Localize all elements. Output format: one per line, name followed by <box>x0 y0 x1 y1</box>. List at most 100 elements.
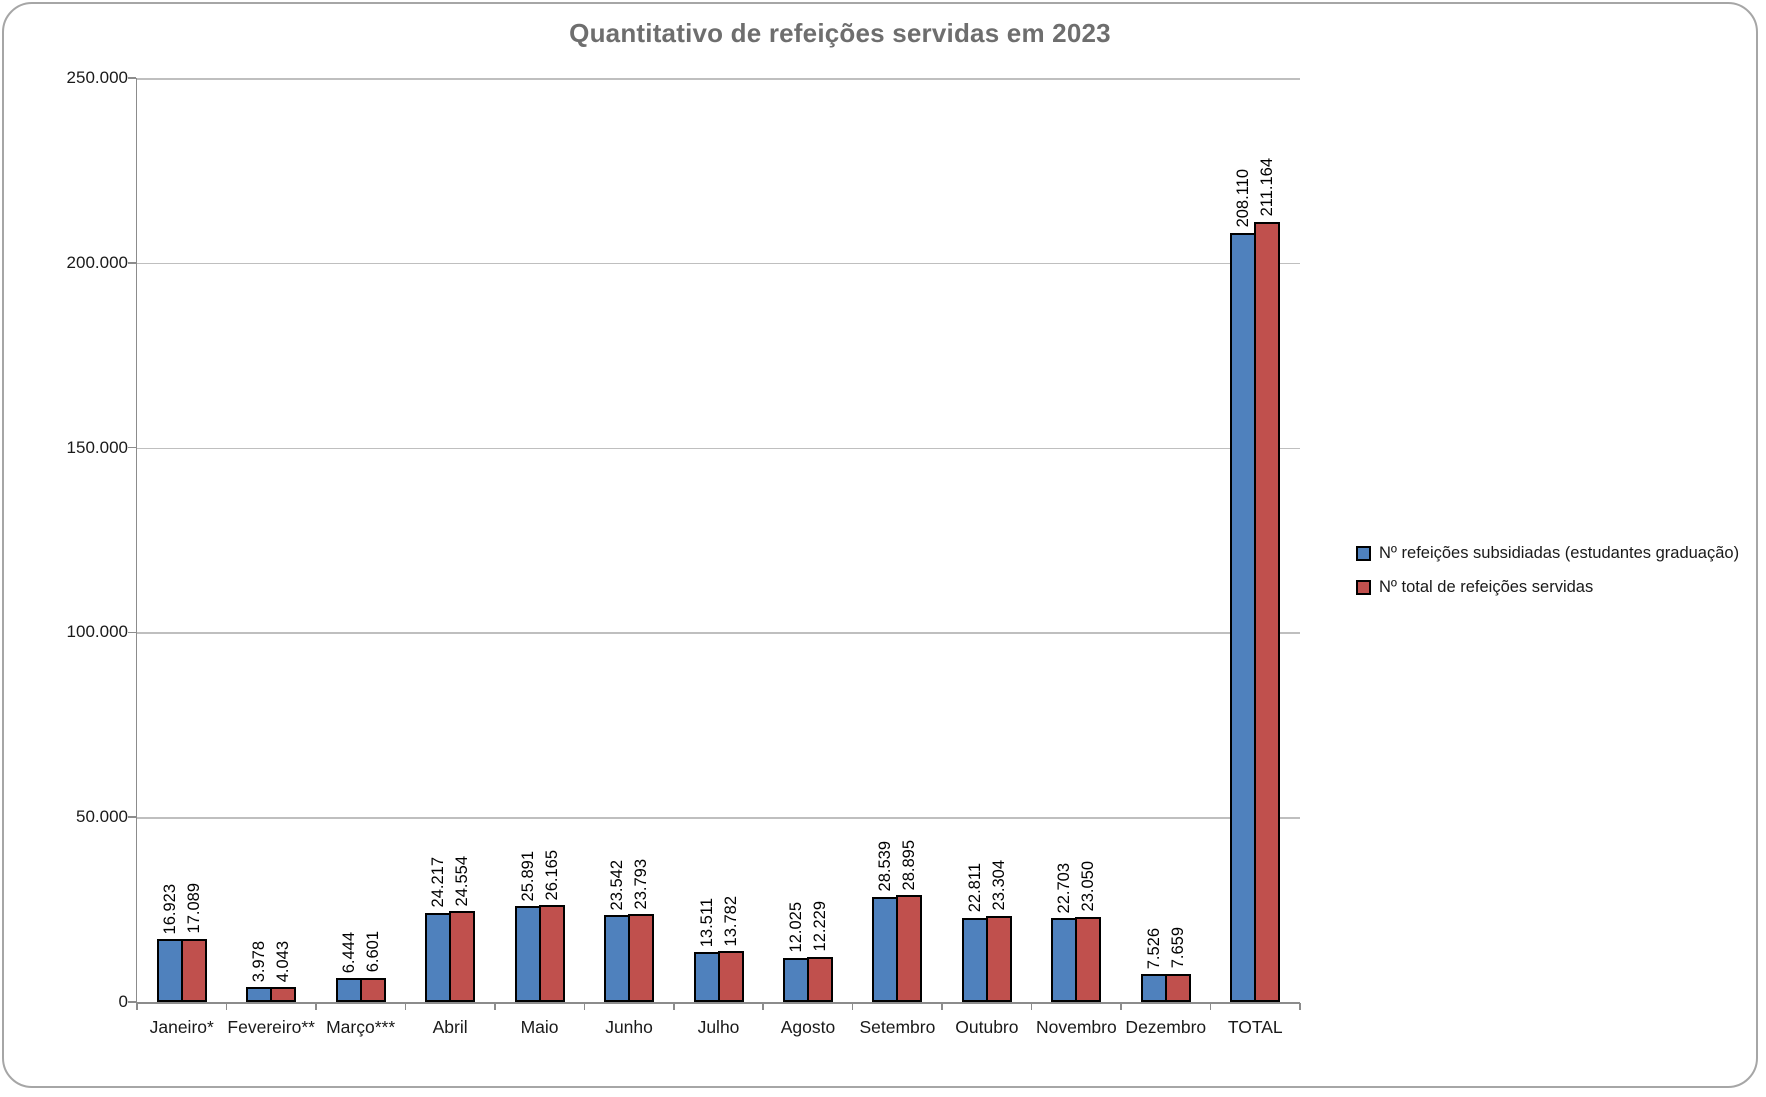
bar-data-label: 24.554 <box>452 855 471 907</box>
x-axis-tick <box>762 1003 764 1010</box>
bar-group-total: 208.110 211.164 <box>1230 78 1281 1002</box>
bar-data-label: 16.923 <box>160 883 179 935</box>
bar-group-janeiro: 16.923 17.089 <box>156 78 207 1002</box>
y-axis-tick-label: 250.000 <box>66 68 128 87</box>
legend-swatch-icon <box>1356 546 1371 561</box>
y-axis-tick <box>127 816 136 818</box>
bar-data-label: 12.229 <box>810 901 829 952</box>
bar-data-label: 6.601 <box>363 931 382 973</box>
bar-data-label: 4.043 <box>273 940 292 983</box>
bar-series2-agosto: 12.229 <box>806 901 833 1002</box>
y-axis-tick <box>127 631 136 634</box>
bar-series1-setembro: 28.539 <box>872 841 899 1002</box>
x-axis-label-abril: Abril <box>432 1017 468 1037</box>
bar-series2-abril: 24.554 <box>449 856 476 1002</box>
y-axis-line <box>135 78 137 1002</box>
bar-data-label: 25.891 <box>518 850 537 902</box>
gridline-250000 <box>137 78 1300 80</box>
bar-data-label: 24.217 <box>428 857 447 908</box>
bar-data-label: 23.793 <box>631 858 650 910</box>
x-axis-label-dezembro: Dezembro <box>1125 1017 1207 1037</box>
legend: Nº refeições subsidiadas (estudantes gra… <box>1356 544 1739 612</box>
x-axis-tick <box>404 1003 407 1010</box>
legend-item-series2: Nº total de refeições servidas <box>1356 578 1739 597</box>
bar-group-setembro: 28.539 28.895 <box>872 78 923 1002</box>
bar-series1-novembro: 22.703 <box>1051 863 1078 1002</box>
bar-data-label: 6.444 <box>339 931 358 974</box>
bar-series1-total: 208.110 <box>1230 169 1257 1002</box>
y-axis-tick-label: 200.000 <box>66 252 128 272</box>
x-axis-label-outubro: Outubro <box>955 1017 1019 1037</box>
bar-series2-dezembro: 7.659 <box>1164 927 1191 1002</box>
gridline-100000 <box>137 632 1300 634</box>
y-axis-tick-label: 100.000 <box>66 622 128 642</box>
x-axis-tick <box>1120 1003 1122 1010</box>
bar-series1-abril: 24.217 <box>425 857 452 1002</box>
bar-group-março: 6.444 6.601 <box>335 78 386 1002</box>
bar-group-julho: 13.511 13.782 <box>693 78 744 1002</box>
bar-series1-março: 6.444 <box>335 932 362 1002</box>
x-axis-tick <box>136 1003 138 1010</box>
x-axis-label-janeiro: Janeiro* <box>149 1017 214 1037</box>
bar-data-label: 7.526 <box>1144 927 1163 970</box>
bar-series1-maio: 25.891 <box>514 851 541 1002</box>
bar-group-novembro: 22.703 23.050 <box>1051 78 1102 1002</box>
bar-series1-agosto: 12.025 <box>782 902 809 1002</box>
x-axis-tick <box>673 1003 675 1010</box>
bar-series2-outubro: 23.304 <box>985 860 1012 1002</box>
x-axis-tick <box>225 1003 228 1010</box>
x-axis-tick <box>1209 1003 1212 1010</box>
legend-label: Nº refeições subsidiadas (estudantes gra… <box>1379 544 1740 562</box>
bar-data-label: 13.511 <box>697 897 716 948</box>
x-axis-label-agosto: Agosto <box>780 1017 836 1037</box>
bar-series1-julho: 13.511 <box>693 898 720 1002</box>
y-axis-tick <box>127 1001 136 1003</box>
chart-title: Quantitativo de refeições servidas em 20… <box>569 18 1111 48</box>
y-axis-tick-label: 150.000 <box>66 437 128 457</box>
gridline-150000 <box>137 447 1300 450</box>
legend-item-series1: Nº refeições subsidiadas (estudantes gra… <box>1356 544 1739 563</box>
x-axis-label-junho: Junho <box>605 1017 653 1037</box>
x-axis-tick <box>1299 1003 1301 1010</box>
bar-data-label: 22.703 <box>1055 862 1074 914</box>
y-axis-tick-label: 0 <box>118 992 128 1011</box>
y-axis-tick-labels: 250.000 200.000 150.000 100.000 50.000 0 <box>20 68 128 1011</box>
gridline-50000 <box>137 817 1300 819</box>
bar-series2-janeiro: 17.089 <box>180 883 207 1002</box>
bar-series2-maio: 26.165 <box>538 850 565 1002</box>
bar-data-label: 23.050 <box>1079 861 1098 912</box>
bar-data-label: 22.811 <box>965 863 984 913</box>
x-axis-tick <box>583 1003 586 1010</box>
x-axis-line <box>135 1002 1300 1004</box>
bar-group-outubro: 22.811 23.304 <box>961 78 1012 1002</box>
x-axis-label-total: TOTAL <box>1227 1017 1283 1037</box>
legend-swatch-icon <box>1356 580 1371 595</box>
bar-data-label: 208.110 <box>1234 169 1253 228</box>
x-axis-category-labels: Janeiro* Fevereiro** Março*** Abril Maio Junh… <box>137 1013 1300 1043</box>
bar-series2-fevereiro: 4.043 <box>270 941 297 1002</box>
y-axis-tick <box>127 446 136 449</box>
x-axis-label-março: Março*** <box>326 1017 396 1037</box>
bar-group-abril: 24.217 24.554 <box>425 78 476 1002</box>
bar-series1-dezembro: 7.526 <box>1140 928 1167 1002</box>
bar-data-label: 28.895 <box>900 839 919 891</box>
bar-data-label: 23.542 <box>607 859 626 910</box>
bar-series1-junho: 23.542 <box>604 860 631 1002</box>
x-axis-label-maio: Maio <box>520 1017 559 1037</box>
x-axis-label-setembro: Setembro <box>859 1017 936 1037</box>
x-axis-label-fevereiro: Fevereiro** <box>227 1017 315 1037</box>
bar-series2-julho: 13.782 <box>717 896 744 1002</box>
bar-group-dezembro: 7.526 7.659 <box>1140 78 1191 1002</box>
bar-series2-total: 211.164 <box>1254 158 1281 1002</box>
bar-group-fevereiro: 3.978 4.043 <box>246 78 297 1002</box>
bar-data-label: 211.164 <box>1258 158 1277 217</box>
bar-series1-janeiro: 16.923 <box>156 884 183 1002</box>
bar-data-label: 7.659 <box>1168 927 1187 969</box>
bar-data-label: 26.165 <box>542 849 561 901</box>
bar-series1-outubro: 22.811 <box>961 863 988 1002</box>
x-axis-tick <box>1030 1003 1033 1010</box>
x-axis-tick <box>851 1003 854 1010</box>
bar-group-junho: 23.542 23.793 <box>604 78 655 1002</box>
y-axis-tick <box>127 262 136 264</box>
bar-series2-novembro: 23.050 <box>1075 861 1102 1002</box>
